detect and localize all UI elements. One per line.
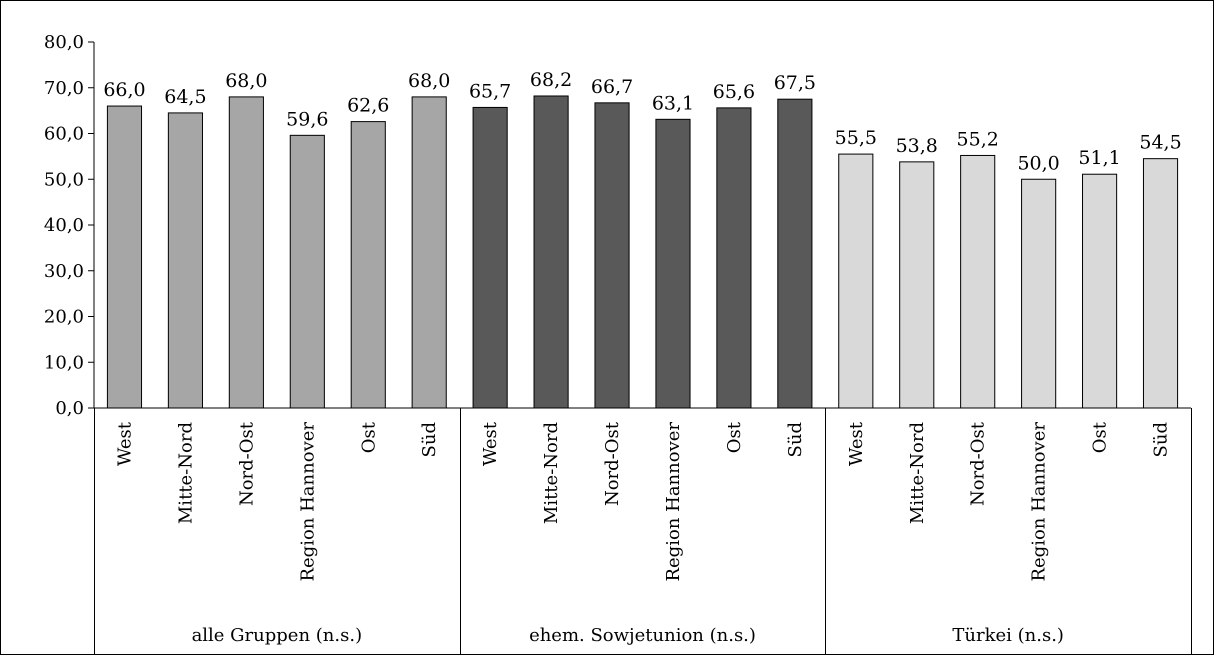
data-label: 64,5 xyxy=(164,86,206,108)
bar xyxy=(899,161,935,409)
data-label: 66,7 xyxy=(591,76,633,98)
data-label: 65,7 xyxy=(469,80,511,102)
data-label: 51,1 xyxy=(1078,147,1120,169)
category-label: Nord-Ost xyxy=(968,421,989,506)
bar xyxy=(228,96,264,409)
category-label: Region Hannover xyxy=(297,422,318,582)
y-tick-label: 20,0 xyxy=(44,307,84,328)
bar xyxy=(777,98,813,409)
data-label: 55,5 xyxy=(835,127,877,149)
data-label: 67,5 xyxy=(774,72,816,94)
data-label: 53,8 xyxy=(896,135,938,157)
y-tick-label: 40,0 xyxy=(44,215,84,236)
group-label: Türkei (n.s.) xyxy=(952,625,1064,646)
category-label: Nord-Ost xyxy=(236,421,257,506)
category-label: Region Hannover xyxy=(663,422,684,582)
category-label: West xyxy=(480,421,501,466)
y-tick-label: 60,0 xyxy=(44,124,84,145)
data-label: 55,2 xyxy=(957,128,999,150)
data-label: 54,5 xyxy=(1139,132,1181,154)
category-label: Mitte-Nord xyxy=(907,422,928,524)
category-label: Mitte-Nord xyxy=(175,422,196,524)
bar xyxy=(960,154,996,409)
bar xyxy=(594,102,630,409)
y-tick-label: 80,0 xyxy=(44,32,84,53)
bar xyxy=(716,107,752,409)
y-tick-label: 10,0 xyxy=(44,352,84,373)
group-label: alle Gruppen (n.s.) xyxy=(192,625,363,646)
category-label: Region Hannover xyxy=(1029,422,1050,582)
bar xyxy=(167,112,203,409)
category-label: Ost xyxy=(724,421,745,453)
category-label: Süd xyxy=(419,422,440,457)
group-label: ehem. Sowjetunion (n.s.) xyxy=(529,625,756,646)
category-label: West xyxy=(846,421,867,466)
category-label: Ost xyxy=(1090,421,1111,453)
category-label: West xyxy=(114,421,135,466)
category-label: Süd xyxy=(1151,422,1172,457)
data-label: 50,0 xyxy=(1017,152,1059,174)
data-label: 65,6 xyxy=(713,81,755,103)
y-tick-label: 30,0 xyxy=(44,261,84,282)
bar xyxy=(1021,178,1057,409)
category-label: Mitte-Nord xyxy=(541,422,562,524)
bar xyxy=(533,95,569,409)
bar xyxy=(289,134,325,409)
y-tick-label: 70,0 xyxy=(44,78,84,99)
data-label: 59,6 xyxy=(286,108,328,130)
data-label: 68,2 xyxy=(530,69,572,91)
bar xyxy=(838,153,874,409)
data-label: 68,0 xyxy=(225,70,267,92)
category-label: Nord-Ost xyxy=(602,421,623,506)
y-tick-label: 0,0 xyxy=(55,398,84,419)
data-label: 68,0 xyxy=(408,70,450,92)
category-label: Ost xyxy=(358,421,379,453)
bar xyxy=(106,105,143,409)
category-label: Süd xyxy=(785,422,806,457)
y-tick-label: 50,0 xyxy=(44,169,84,190)
bar xyxy=(1142,158,1179,409)
bar xyxy=(655,118,691,409)
bar xyxy=(350,121,386,409)
bar xyxy=(472,106,508,409)
bar xyxy=(1082,173,1118,409)
bar xyxy=(411,96,447,409)
data-label: 66,0 xyxy=(103,79,145,101)
data-label: 62,6 xyxy=(347,95,389,117)
data-label: 63,1 xyxy=(652,92,694,114)
